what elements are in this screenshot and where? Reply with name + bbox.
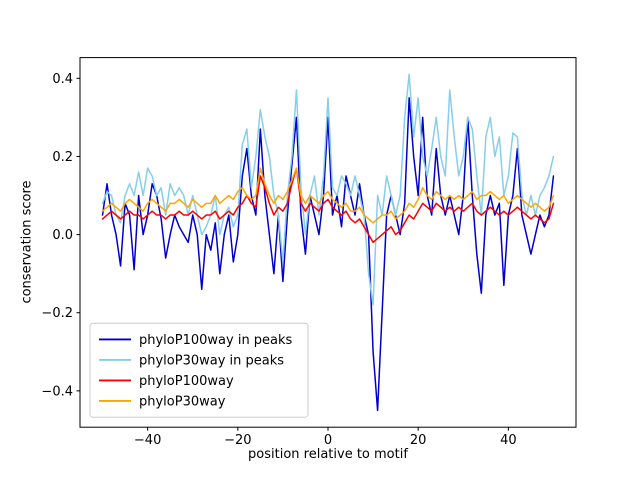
x-tick-label: 20 bbox=[410, 433, 427, 448]
series-line-phylop30way-in-peaks bbox=[101, 73, 555, 306]
y-tick-label: 0.0 bbox=[52, 228, 73, 243]
legend-label: phyloP100way bbox=[139, 374, 234, 389]
x-tick-label: 0 bbox=[324, 433, 332, 448]
legend-label: phyloP30way bbox=[139, 394, 226, 409]
legend-label: phyloP30way in peaks bbox=[139, 353, 284, 368]
series-line-phylop100way bbox=[101, 167, 555, 244]
series-line-phylop30way bbox=[101, 167, 555, 224]
x-tick-label: 40 bbox=[500, 433, 517, 448]
legend-label: phyloP100way in peaks bbox=[139, 333, 293, 348]
y-tick-label: 0.2 bbox=[52, 150, 73, 165]
legend-entry: phyloP30way bbox=[99, 394, 226, 409]
y-axis-label: conservation score bbox=[19, 180, 35, 304]
legend-entry: phyloP30way in peaks bbox=[99, 353, 284, 368]
legend-entry: phyloP100way in peaks bbox=[99, 333, 293, 348]
legend-box bbox=[89, 322, 309, 418]
x-axis-label: position relative to motif bbox=[248, 447, 408, 462]
y-tick-label: −0.4 bbox=[41, 384, 73, 399]
series-line-phylop100way-in-peaks bbox=[101, 97, 555, 412]
y-tick-label: −0.2 bbox=[41, 306, 73, 321]
x-tick-label: −40 bbox=[134, 433, 161, 448]
x-tick-label: −20 bbox=[224, 433, 251, 448]
legend-entry: phyloP100way bbox=[99, 374, 234, 389]
y-tick-label: 0.4 bbox=[52, 72, 73, 87]
legend: phyloP100way in peaks phyloP30way in peak… bbox=[89, 322, 309, 418]
